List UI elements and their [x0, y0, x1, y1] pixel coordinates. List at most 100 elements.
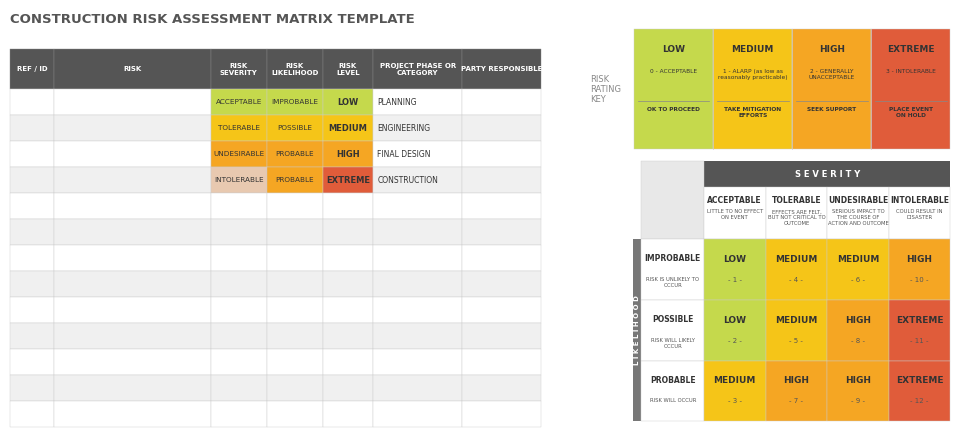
Bar: [765, 300, 828, 361]
Bar: [267, 271, 323, 298]
Text: EXTREME: EXTREME: [896, 376, 944, 385]
Bar: [828, 187, 889, 240]
Text: HIGH: HIGH: [783, 376, 809, 385]
Text: MEDIUM: MEDIUM: [328, 124, 368, 133]
Bar: [10, 219, 55, 246]
Text: L I K E L I H O O D: L I K E L I H O O D: [635, 295, 640, 366]
Text: TOLERABLE: TOLERABLE: [218, 126, 260, 132]
Bar: [267, 375, 323, 402]
Text: SEEK SUPPORT: SEEK SUPPORT: [807, 108, 856, 113]
Bar: [211, 271, 267, 298]
Text: 1 - ALARP (as low as
reasonably practicable): 1 - ALARP (as low as reasonably practica…: [718, 70, 787, 80]
Text: PROBABLE: PROBABLE: [276, 178, 314, 184]
Text: - 10 -: - 10 -: [910, 277, 929, 283]
Bar: [323, 271, 373, 298]
Bar: [323, 350, 373, 375]
Text: MEDIUM: MEDIUM: [837, 255, 879, 264]
Bar: [373, 141, 463, 167]
Text: RISK IS UNLIKELY TO
OCCUR: RISK IS UNLIKELY TO OCCUR: [646, 277, 699, 288]
Bar: [373, 219, 463, 246]
Text: HIGH: HIGH: [819, 46, 845, 55]
Bar: [641, 361, 704, 421]
Text: FINAL DESIGN: FINAL DESIGN: [377, 150, 431, 159]
Bar: [641, 240, 704, 300]
Bar: [463, 219, 540, 246]
Bar: [373, 350, 463, 375]
Bar: [323, 141, 373, 167]
Bar: [323, 323, 373, 350]
Text: 3 - INTOLERABLE: 3 - INTOLERABLE: [886, 70, 936, 74]
Bar: [55, 141, 211, 167]
Bar: [713, 30, 792, 150]
Bar: [323, 246, 373, 271]
Text: EXTREME: EXTREME: [887, 46, 935, 55]
Text: IMPROBABLE: IMPROBABLE: [272, 99, 318, 105]
Bar: [211, 323, 267, 350]
Text: - 12 -: - 12 -: [910, 398, 928, 404]
Text: RISK
LEVEL: RISK LEVEL: [336, 63, 360, 76]
Text: EXTREME: EXTREME: [896, 316, 944, 325]
Text: - 11 -: - 11 -: [910, 338, 929, 344]
Bar: [323, 402, 373, 427]
Bar: [323, 219, 373, 246]
Bar: [373, 49, 463, 89]
Bar: [323, 194, 373, 219]
Text: LOW: LOW: [337, 98, 358, 107]
Bar: [463, 116, 540, 141]
Text: RISK WILL LIKELY
OCCUR: RISK WILL LIKELY OCCUR: [651, 338, 695, 348]
Bar: [10, 350, 55, 375]
Text: - 2 -: - 2 -: [728, 338, 742, 344]
Bar: [55, 89, 211, 116]
Bar: [641, 162, 704, 240]
Bar: [463, 298, 540, 323]
Bar: [211, 89, 267, 116]
Bar: [211, 141, 267, 167]
Text: REF / ID: REF / ID: [16, 67, 47, 73]
Bar: [463, 141, 540, 167]
Text: HIGH: HIGH: [906, 255, 932, 264]
Bar: [634, 30, 713, 150]
Text: PROBABLE: PROBABLE: [276, 151, 314, 157]
Bar: [373, 402, 463, 427]
Text: EFFECTS ARE FELT,
BUT NOT CRITICAL TO
OUTCOME: EFFECTS ARE FELT, BUT NOT CRITICAL TO OU…: [768, 209, 826, 226]
Text: INTOLERABLE: INTOLERABLE: [214, 178, 264, 184]
Bar: [828, 240, 889, 300]
Text: RISK
SEVERITY: RISK SEVERITY: [220, 63, 257, 76]
Bar: [463, 271, 540, 298]
Text: RISK WILL OCCUR: RISK WILL OCCUR: [650, 398, 696, 403]
Bar: [373, 298, 463, 323]
Text: LOW: LOW: [662, 46, 685, 55]
Bar: [704, 240, 765, 300]
Text: POSSIBLE: POSSIBLE: [652, 315, 693, 324]
Text: MEDIUM: MEDIUM: [775, 255, 818, 264]
Text: PLANNING: PLANNING: [377, 98, 417, 107]
Bar: [267, 402, 323, 427]
Bar: [55, 375, 211, 402]
Bar: [373, 246, 463, 271]
Text: LOW: LOW: [723, 316, 746, 325]
Bar: [634, 240, 641, 421]
Bar: [211, 298, 267, 323]
Bar: [792, 30, 872, 150]
Bar: [373, 323, 463, 350]
Text: - 6 -: - 6 -: [851, 277, 865, 283]
Bar: [55, 116, 211, 141]
Bar: [211, 375, 267, 402]
Bar: [323, 375, 373, 402]
Text: PROJECT PHASE OR
CATEGORY: PROJECT PHASE OR CATEGORY: [379, 63, 456, 76]
Bar: [765, 240, 828, 300]
Text: PLACE EVENT
ON HOLD: PLACE EVENT ON HOLD: [889, 108, 933, 118]
Text: HIGH: HIGH: [336, 150, 360, 159]
Bar: [889, 187, 950, 240]
Bar: [211, 194, 267, 219]
Bar: [828, 361, 889, 421]
Bar: [55, 323, 211, 350]
Text: TOLERABLE: TOLERABLE: [772, 196, 821, 205]
Bar: [463, 350, 540, 375]
Text: PROBABLE: PROBABLE: [650, 376, 695, 385]
Bar: [323, 49, 373, 89]
Text: EXTREME: EXTREME: [325, 176, 370, 185]
Bar: [323, 298, 373, 323]
Text: UNDESIRABLE: UNDESIRABLE: [213, 151, 264, 157]
Bar: [10, 49, 55, 89]
